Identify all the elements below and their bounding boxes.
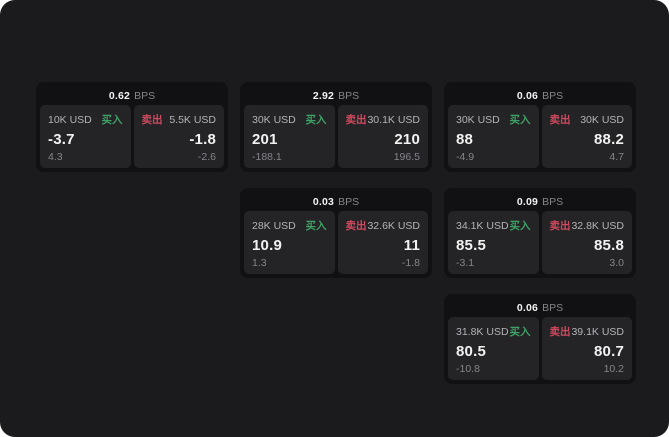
spread-value: 0.62 (108, 89, 131, 102)
sell-side-label: 卖出 (549, 220, 571, 232)
buy-price: 10.9 (252, 236, 282, 254)
buy-price: 201 (252, 130, 278, 148)
quote-panels: 28K USD 买入 10.9 1.3 卖出 32.6K USD 11 -1.8 (244, 211, 428, 274)
spread-unit-label: BPS (542, 301, 564, 314)
buy-price: -3.7 (48, 130, 75, 148)
buy-quote-panel[interactable]: 28K USD 买入 10.9 1.3 (244, 211, 335, 274)
sell-price: -1.8 (189, 130, 216, 148)
sell-side-label: 卖出 (345, 114, 367, 126)
spread-unit-label: BPS (542, 195, 564, 208)
spread-value: 0.06 (516, 301, 539, 314)
spread-unit-label: BPS (134, 89, 156, 102)
quote-card: 0.62 BPS 10K USD 买入 -3.7 4.3 卖出 5.5K USD (36, 82, 228, 172)
buy-price: 85.5 (456, 236, 486, 254)
sell-size-label: 39.1K USD (571, 325, 624, 338)
buy-size-label: 31.8K USD (456, 325, 509, 338)
sell-side-label: 卖出 (141, 114, 163, 126)
buy-size-label: 30K USD (252, 113, 296, 126)
sell-quote-panel[interactable]: 卖出 30K USD 88.2 4.7 (541, 105, 632, 168)
quote-card-grid: 0.62 BPS 10K USD 买入 -3.7 4.3 卖出 5.5K USD (36, 82, 636, 384)
quote-card: 0.09 BPS 34.1K USD 买入 85.5 -3.1 卖出 32.8K… (444, 188, 636, 278)
spread-header: 0.06 BPS (448, 298, 632, 317)
sell-price: 80.7 (594, 342, 624, 360)
sell-quote-panel[interactable]: 卖出 32.6K USD 11 -1.8 (337, 211, 428, 274)
buy-side-label: 买入 (101, 114, 123, 126)
buy-size-label: 30K USD (456, 113, 500, 126)
sell-side-label: 卖出 (345, 220, 367, 232)
spread-value: 2.92 (312, 89, 335, 102)
buy-sub-value: 4.3 (48, 150, 63, 163)
buy-side-label: 买入 (305, 114, 327, 126)
sell-quote-panel[interactable]: 卖出 39.1K USD 80.7 10.2 (541, 317, 632, 380)
sell-sub-value: -2.6 (197, 150, 216, 163)
sell-sub-value: -1.8 (401, 256, 420, 269)
sell-side-label: 卖出 (549, 114, 571, 126)
quote-panels: 30K USD 买入 88 -4.9 卖出 30K USD 88.2 4.7 (448, 105, 632, 168)
spread-header: 0.62 BPS (40, 86, 224, 105)
buy-sub-value: 1.3 (252, 256, 267, 269)
quote-panels: 34.1K USD 买入 85.5 -3.1 卖出 32.8K USD 85.8… (448, 211, 632, 274)
spread-header: 0.09 BPS (448, 192, 632, 211)
sell-size-label: 32.6K USD (367, 219, 420, 232)
sell-quote-panel[interactable]: 卖出 5.5K USD -1.8 -2.6 (133, 105, 224, 168)
buy-side-label: 买入 (509, 326, 531, 338)
buy-side-label: 买入 (509, 220, 531, 232)
sell-price: 210 (394, 130, 420, 148)
spread-value: 0.03 (312, 195, 335, 208)
sell-sub-value: 10.2 (603, 362, 624, 375)
buy-size-label: 10K USD (48, 113, 92, 126)
sell-sub-value: 3.0 (609, 256, 624, 269)
spread-header: 0.03 BPS (244, 192, 428, 211)
spread-unit-label: BPS (542, 89, 564, 102)
buy-size-label: 28K USD (252, 219, 296, 232)
sell-size-label: 30K USD (580, 113, 624, 126)
buy-price: 88 (456, 130, 474, 148)
spread-unit-label: BPS (338, 195, 360, 208)
buy-side-label: 买入 (509, 114, 531, 126)
sell-side-label: 卖出 (549, 326, 571, 338)
buy-side-label: 买入 (305, 220, 327, 232)
sell-sub-value: 196.5 (393, 150, 420, 163)
buy-price: 80.5 (456, 342, 486, 360)
sell-price: 11 (403, 236, 420, 254)
sell-size-label: 30.1K USD (367, 113, 420, 126)
buy-sub-value: -188.1 (252, 150, 282, 163)
sell-sub-value: 4.7 (609, 150, 624, 163)
spread-value: 0.06 (516, 89, 539, 102)
quote-card: 0.06 BPS 31.8K USD 买入 80.5 -10.8 卖出 39.1… (444, 294, 636, 384)
quote-card: 0.03 BPS 28K USD 买入 10.9 1.3 卖出 32.6K US… (240, 188, 432, 278)
spread-unit-label: BPS (338, 89, 360, 102)
quote-card: 2.92 BPS 30K USD 买入 201 -188.1 卖出 30.1K … (240, 82, 432, 172)
buy-sub-value: -10.8 (456, 362, 480, 375)
buy-quote-panel[interactable]: 10K USD 买入 -3.7 4.3 (40, 105, 131, 168)
buy-sub-value: -4.9 (456, 150, 475, 163)
buy-quote-panel[interactable]: 30K USD 买入 201 -188.1 (244, 105, 335, 168)
sell-price: 85.8 (594, 236, 624, 254)
buy-sub-value: -3.1 (456, 256, 475, 269)
quote-panels: 31.8K USD 买入 80.5 -10.8 卖出 39.1K USD 80.… (448, 317, 632, 380)
quote-card: 0.06 BPS 30K USD 买入 88 -4.9 卖出 30K USD (444, 82, 636, 172)
sell-size-label: 5.5K USD (169, 113, 216, 126)
spread-value: 0.09 (516, 195, 539, 208)
sell-size-label: 32.8K USD (571, 219, 624, 232)
quote-panels: 30K USD 买入 201 -188.1 卖出 30.1K USD 210 1… (244, 105, 428, 168)
buy-size-label: 34.1K USD (456, 219, 509, 232)
sell-quote-panel[interactable]: 卖出 32.8K USD 85.8 3.0 (541, 211, 632, 274)
spread-header: 0.06 BPS (448, 86, 632, 105)
sell-price: 88.2 (594, 130, 624, 148)
spread-header: 2.92 BPS (244, 86, 428, 105)
quote-panels: 10K USD 买入 -3.7 4.3 卖出 5.5K USD -1.8 -2.… (40, 105, 224, 168)
buy-quote-panel[interactable]: 30K USD 买入 88 -4.9 (448, 105, 539, 168)
buy-quote-panel[interactable]: 34.1K USD 买入 85.5 -3.1 (448, 211, 539, 274)
sell-quote-panel[interactable]: 卖出 30.1K USD 210 196.5 (337, 105, 428, 168)
buy-quote-panel[interactable]: 31.8K USD 买入 80.5 -10.8 (448, 317, 539, 380)
